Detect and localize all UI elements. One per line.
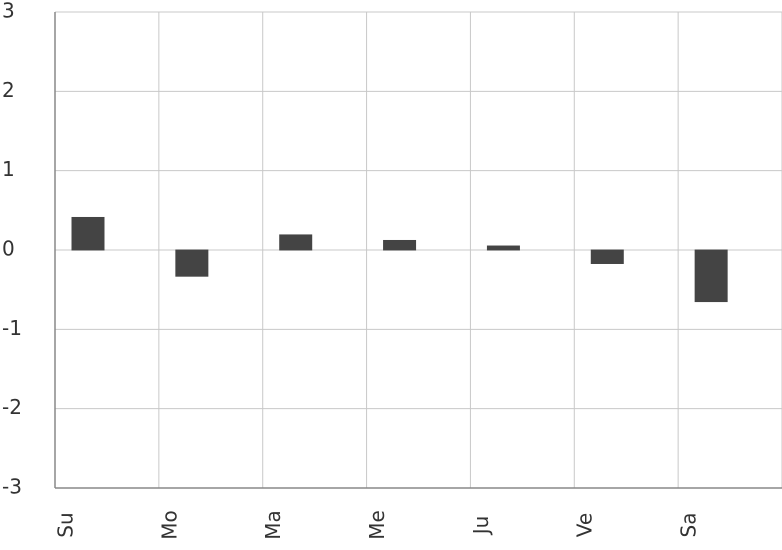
y-tick-label: 3 [2, 0, 15, 23]
y-tick-label: 1 [2, 157, 15, 181]
x-tick-label: Su [53, 512, 77, 537]
y-tick-label: 0 [2, 237, 15, 261]
x-tick-label: Me [365, 510, 389, 540]
bar [383, 239, 417, 251]
bar [486, 245, 520, 251]
x-tick-label: Sa [677, 513, 701, 538]
bar [590, 249, 624, 264]
x-tick-label: Ju [469, 516, 493, 537]
y-tick-label: -1 [2, 316, 22, 340]
y-tick-label: 2 [2, 78, 15, 102]
bar [71, 216, 105, 251]
bar [694, 249, 728, 303]
x-tick-label: Ma [261, 510, 285, 540]
y-tick-label: -3 [2, 475, 22, 499]
x-tick-label: Mo [157, 510, 181, 540]
y-tick-label: -2 [2, 395, 22, 419]
bar [175, 249, 209, 277]
x-tick-label: Ve [573, 513, 597, 537]
bar [279, 234, 313, 251]
